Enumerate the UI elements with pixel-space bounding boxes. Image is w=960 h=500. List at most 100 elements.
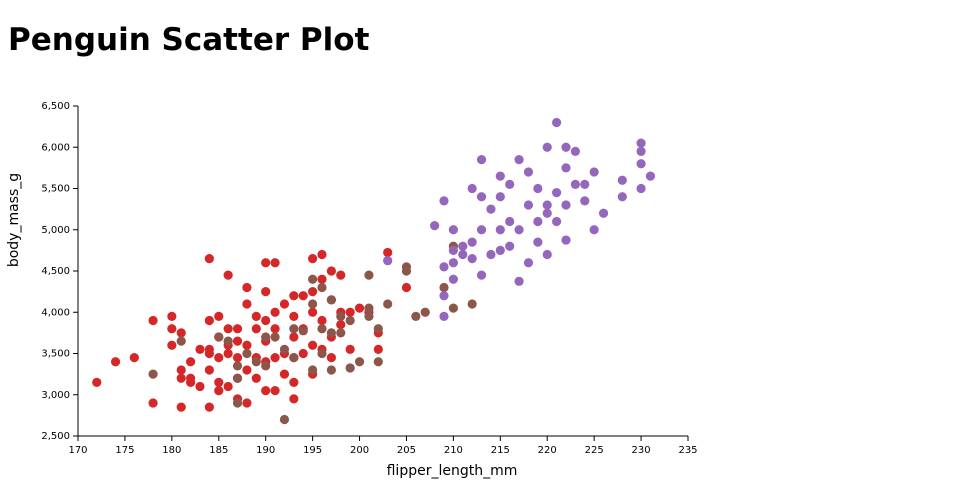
scatter-point (514, 155, 524, 165)
y-axis-title: body_mass_g (6, 173, 22, 267)
scatter-point (289, 394, 299, 404)
scatter-point (326, 328, 336, 338)
scatter-point (345, 344, 355, 354)
scatter-point (533, 237, 543, 247)
scatter-point (148, 369, 158, 379)
scatter-point (448, 303, 458, 313)
scatter-point (279, 299, 290, 309)
x-tick-label: 230 (632, 445, 651, 456)
scatter-point (223, 381, 233, 392)
scatter-point (270, 353, 280, 363)
scatter-point (514, 225, 524, 235)
scatter-point (373, 357, 383, 367)
scatter-point (214, 377, 224, 387)
x-tick-label: 200 (350, 445, 369, 456)
scatter-point (232, 336, 243, 346)
scatter-point (232, 361, 243, 371)
scatter-point (448, 225, 458, 235)
y-tick-label: 4,000 (41, 307, 70, 318)
scatter-point (110, 357, 121, 367)
scatter-point (383, 247, 393, 258)
scatter-point (298, 291, 308, 301)
scatter-point (308, 299, 318, 309)
scatter-point (242, 348, 252, 359)
scatter-point (326, 266, 336, 276)
scatter-point (617, 192, 627, 202)
scatter-point (298, 326, 308, 336)
scatter-point (401, 266, 412, 276)
scatter-point (401, 282, 412, 293)
scatter-point (186, 357, 196, 367)
scatter-point (308, 340, 318, 350)
scatter-point (242, 282, 252, 293)
scatter-point (364, 303, 374, 313)
scatter-point (148, 398, 158, 408)
scatter-point (289, 377, 299, 387)
scatter-point (279, 344, 290, 354)
scatter-point (336, 311, 346, 321)
scatter-point (261, 287, 271, 297)
scatter-point (505, 241, 515, 251)
scatter-point (345, 315, 355, 326)
scatter-point (176, 336, 186, 346)
scatter-point (467, 299, 477, 309)
scatter-point (308, 287, 318, 297)
scatter-point (523, 258, 534, 268)
scatter-point (476, 155, 487, 165)
scatter-point (167, 324, 177, 334)
scatter-point (486, 249, 496, 260)
scatter-point (317, 348, 327, 359)
scatter-point (476, 225, 487, 235)
scatter-point (204, 365, 214, 375)
scatter-point (542, 249, 552, 260)
scatter-point (458, 249, 468, 260)
y-tick-label: 3,500 (41, 349, 70, 360)
scatter-point (636, 183, 646, 194)
scatter-point (552, 188, 562, 198)
scatter-point (270, 332, 280, 342)
scatter-point (223, 336, 233, 346)
scatter-point (317, 324, 327, 334)
scatter-point (308, 254, 318, 264)
scatter-point (289, 332, 299, 342)
scatter-point (364, 270, 374, 280)
scatter-point (505, 179, 515, 189)
scatter-point (270, 324, 280, 334)
scatter-point (261, 386, 271, 396)
scatter-point (345, 363, 355, 373)
x-axis-title: flipper_length_mm (387, 463, 518, 479)
scatter-point (129, 353, 139, 363)
scatter-point (289, 291, 299, 301)
scatter-point (430, 221, 440, 231)
scatter-point (326, 295, 336, 305)
scatter-point (589, 167, 599, 177)
scatter-point (561, 200, 571, 210)
scatter-point (589, 225, 599, 235)
scatter-point (439, 311, 449, 321)
scatter-point (617, 175, 627, 185)
scatter-point (279, 414, 290, 425)
scatter-point (505, 216, 515, 227)
scatter-point (232, 324, 243, 334)
x-tick-label: 225 (585, 445, 604, 456)
scatter-point (533, 183, 543, 194)
scatter-point (336, 328, 346, 338)
scatter-point (326, 353, 336, 363)
scatter-point (598, 208, 609, 218)
x-tick-label: 190 (256, 445, 275, 456)
scatter-point (476, 270, 487, 280)
scatter-point (552, 117, 562, 128)
scatter-point (289, 353, 299, 363)
scatter-point (542, 208, 552, 218)
scatter-point (383, 256, 393, 266)
scatter-point (176, 402, 186, 412)
scatter-point (373, 344, 383, 354)
scatter-point (261, 315, 271, 326)
scatter-point (298, 348, 308, 359)
scatter-point (251, 311, 261, 321)
scatter-point (308, 274, 318, 284)
scatter-point (176, 365, 186, 375)
scatter-point (495, 225, 505, 235)
scatter-point (439, 262, 449, 272)
